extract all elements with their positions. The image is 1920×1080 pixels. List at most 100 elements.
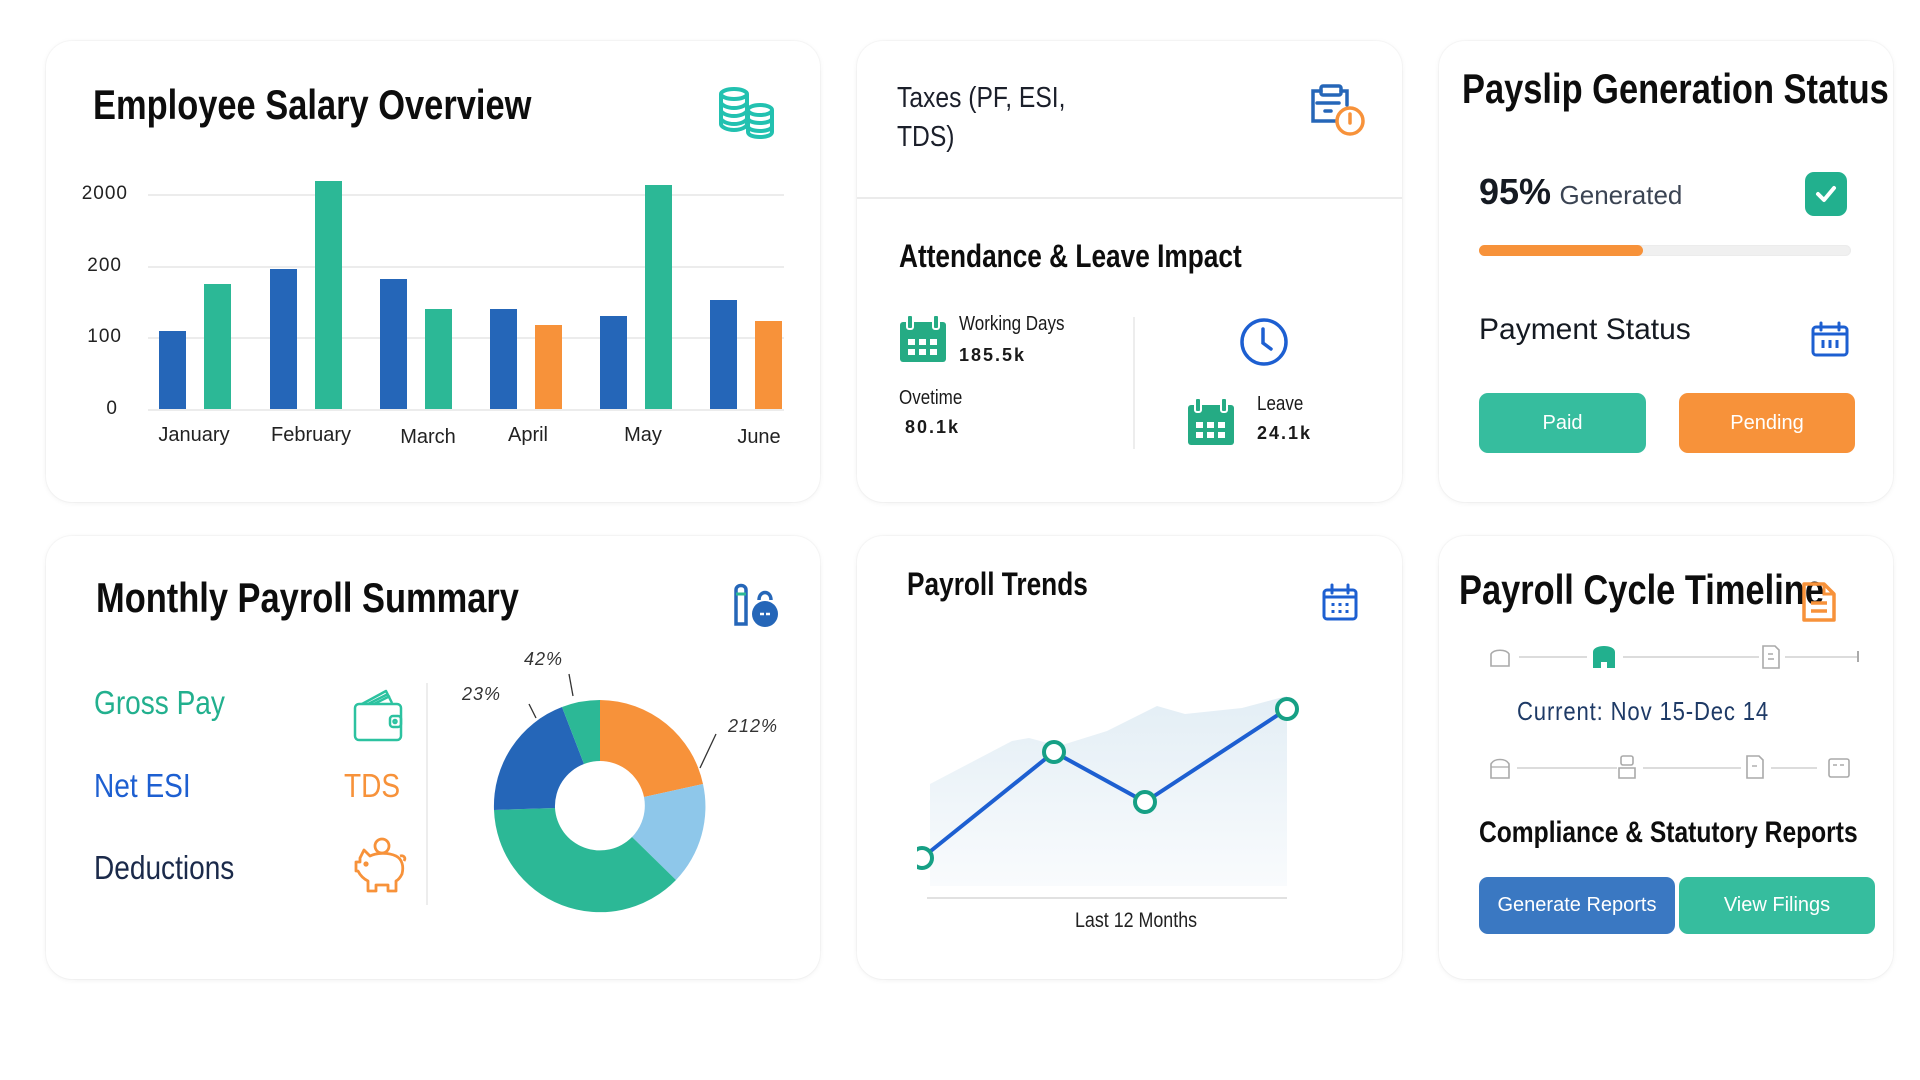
overtime-value: 80.1k [905,417,961,437]
current-period-label: Current: Nov 15-Dec 14 [1517,696,1770,726]
generate-reports-button[interactable]: Generate Reports [1479,877,1675,934]
bar-april-a[interactable] [490,309,517,409]
trend-point-4 [1275,697,1299,721]
coins-stack-icon [719,87,774,140]
clock-icon [1240,318,1288,366]
pending-button[interactable]: Pending [1679,393,1855,453]
calendar-outline-icon [1811,321,1849,357]
timeline-end-tick [1857,651,1859,662]
clipboard-clock-icon [1311,84,1365,136]
section-divider [857,197,1402,199]
generated-status: 95% Generated [1479,171,1682,213]
timeline-step-1-icon[interactable] [1489,756,1511,780]
gridline-2000 [148,194,784,196]
donut-slice-blue [493,707,584,810]
payroll-summary-title: Monthly Payroll Summary [96,574,519,621]
net-esi-label: Net ESI [94,767,191,804]
bar-january-b[interactable] [204,284,231,409]
timeline-step-3-icon[interactable] [1745,754,1765,780]
timeline-connector [1771,767,1817,769]
taxes-title-line1: Taxes (PF, ESI, [897,82,1066,114]
bar-march-a[interactable] [380,279,407,409]
bar-may-b[interactable] [645,185,672,409]
bar-march-b[interactable] [425,309,452,409]
leave-calendar-icon [1188,397,1234,445]
working-days-label: Working Days [959,313,1065,335]
leave-label: Leave [1257,393,1304,415]
timeline-connector [1517,767,1617,769]
x-label-april: April [507,424,548,446]
gridline-200 [148,266,784,268]
donut-slice-lightblue [632,784,706,880]
timeline-title: Payroll Cycle Timeline [1459,566,1824,613]
vertical-divider [1133,317,1135,449]
gross-pay-label: Gross Pay [94,684,225,721]
timeline-step-3-icon[interactable] [1761,644,1781,670]
trend-area-background [930,696,1287,886]
bar-january-a[interactable] [159,331,186,409]
check-badge-icon [1805,172,1847,216]
payroll-trend-line-chart[interactable] [917,676,1357,916]
generated-percent: 95% [1479,171,1552,212]
salary-overview-title: Employee Salary Overview [93,81,532,128]
timeline-connector [1785,656,1859,658]
trend-line [920,707,1289,860]
timeline-connector [1643,767,1741,769]
document-icon [1802,582,1836,622]
x-label-february: February [270,424,352,446]
timeline-connector [1623,656,1759,658]
attendance-title: Attendance & Leave Impact [899,238,1242,274]
bar-may-a[interactable] [600,316,627,409]
bar-chart-plot [148,171,788,409]
bar-june-a[interactable] [710,300,737,409]
x-label-june: June [737,426,781,448]
x-label-may: May [624,424,662,446]
payroll-trends-card: Payroll Trends Last 12 Months [857,536,1402,979]
donut-slice-orange [600,700,703,797]
timeline-step-4-icon[interactable] [1827,757,1851,779]
calendar-outline-icon [1322,583,1358,621]
timeline-step-1-icon[interactable] [1489,646,1511,668]
donut-leader-lines [528,673,717,769]
timeline-row-1 [1489,644,1859,672]
y-tick-2000: 2000 [81,183,128,204]
donut-label-212: 212% [728,716,779,736]
bar-june-b[interactable] [755,321,782,409]
timeline-step-2-current-icon[interactable] [1591,644,1617,670]
x-label-march: March [400,426,456,448]
donut-slice-teal [494,808,676,913]
payroll-trends-title: Payroll Trends [907,566,1088,602]
taxes-title: Taxes (PF, ESI, TDS) [897,79,1095,157]
payroll-timeline-card: Payroll Cycle Timeline Current: Nov 15-D… [1439,536,1893,979]
leave-value: 24.1k [1257,423,1313,443]
bar-february-a[interactable] [270,269,297,409]
donut-label-42: 42% [524,649,564,669]
trend-point-1 [917,846,934,870]
timeline-step-2-icon[interactable] [1617,754,1637,780]
taxes-attendance-card: Taxes (PF, ESI, TDS) Attendance & Leave … [857,41,1402,502]
wallet-lock-icon [734,583,778,627]
summary-divider [426,683,428,905]
trend-point-3 [1133,790,1157,814]
bar-april-b[interactable] [535,325,562,409]
view-filings-button[interactable]: View Filings [1679,877,1875,934]
bar-february-b[interactable] [315,181,342,409]
tds-label: TDS [344,767,401,804]
y-tick-200: 200 [87,255,122,276]
timeline-connector [1519,656,1587,658]
wallet-icon [353,689,403,742]
payroll-summary-card: Monthly Payroll Summary Gross Pay Net ES… [46,536,820,979]
donut-label-23: 23% [462,684,502,704]
y-tick-100: 100 [87,326,122,347]
payslip-status-card: Payslip Generation Status 95% Generated … [1439,41,1893,502]
working-days-value: 185.5k [959,345,1027,365]
paid-button[interactable]: Paid [1479,393,1646,453]
generation-progress-fill [1479,245,1643,256]
trend-point-2 [1042,740,1066,764]
deductions-label: Deductions [94,849,235,886]
donut-slice-teal-small [562,699,600,764]
x-label-january: January [158,424,230,446]
timeline-row-2 [1489,754,1859,782]
payroll-donut-chart[interactable] [492,698,708,914]
compliance-title: Compliance & Statutory Reports [1479,816,1858,849]
